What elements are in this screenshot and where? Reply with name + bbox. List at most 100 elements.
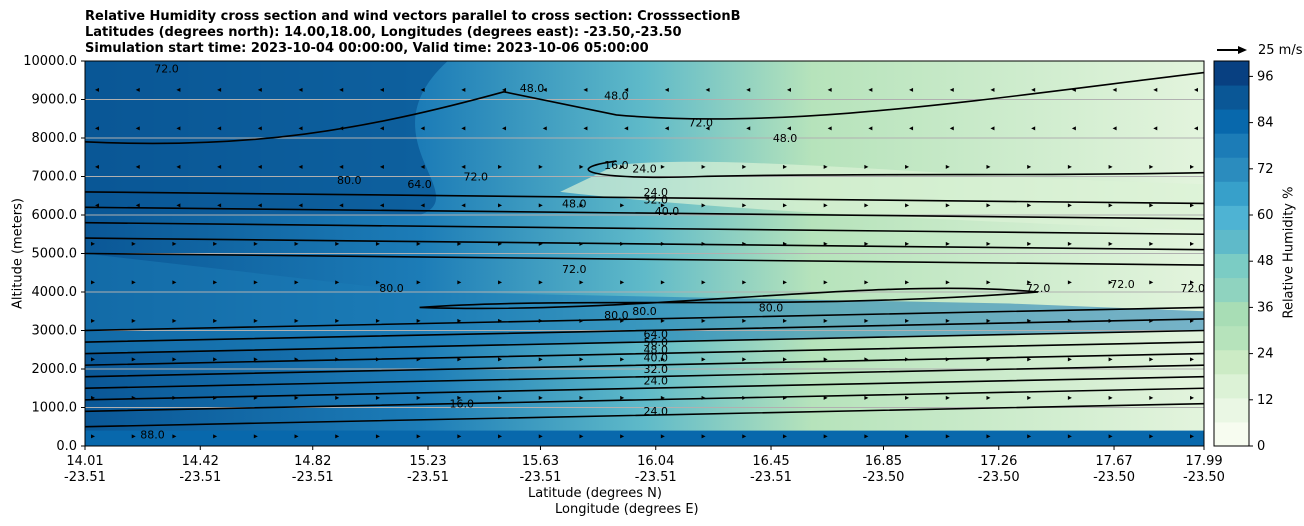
wind-vector bbox=[172, 241, 177, 246]
y-tick-label: 6000.0 bbox=[32, 208, 78, 223]
contour-label: 72.0 bbox=[464, 170, 489, 183]
wind-vector bbox=[905, 357, 910, 362]
wind-vector bbox=[131, 318, 136, 323]
wind-vector bbox=[457, 357, 462, 362]
wind-vector bbox=[294, 241, 299, 246]
wind-vector bbox=[782, 357, 787, 362]
wind-vector bbox=[131, 241, 136, 246]
wind-vector bbox=[782, 280, 787, 285]
x-tick-label-lon: -23.51 bbox=[750, 470, 792, 485]
wind-vector bbox=[868, 126, 873, 131]
colorbar-segment bbox=[1214, 421, 1249, 447]
wind-vector bbox=[1108, 357, 1113, 362]
wind-vector bbox=[620, 357, 625, 362]
wind-vector bbox=[782, 241, 787, 246]
wind-vector bbox=[538, 318, 543, 323]
contour-line bbox=[84, 402, 1205, 428]
contour-label: 72.0 bbox=[688, 116, 713, 129]
contour-label: 80.0 bbox=[337, 174, 362, 187]
wind-vector bbox=[986, 318, 991, 323]
wind-vector bbox=[461, 164, 466, 169]
wind-vector bbox=[1031, 87, 1036, 92]
wind-vector bbox=[1149, 164, 1154, 169]
wind-vector bbox=[416, 318, 421, 323]
colorbar-tick-label: 60 bbox=[1257, 208, 1274, 223]
wind-vector bbox=[294, 434, 299, 439]
y-tick-label: 7000.0 bbox=[32, 170, 78, 185]
wind-vector bbox=[986, 434, 991, 439]
wind-vector bbox=[823, 395, 828, 400]
wind-vector bbox=[1108, 164, 1113, 169]
wind-vector bbox=[579, 241, 584, 246]
wind-key-arrowhead bbox=[1238, 46, 1247, 54]
wind-vector bbox=[1190, 164, 1194, 169]
wind-vector bbox=[864, 434, 869, 439]
wind-vector bbox=[701, 434, 706, 439]
wind-vector bbox=[498, 357, 503, 362]
colorbar-segment bbox=[1214, 397, 1249, 423]
wind-vector bbox=[579, 357, 584, 362]
wind-vector bbox=[213, 357, 218, 362]
axes: 0.0 1000.0 2000.0 3000.0 4000.0 5000.0 6000.0 7… bbox=[23, 46, 1247, 485]
contour-label: 40.0 bbox=[655, 205, 680, 218]
wind-vector bbox=[416, 241, 421, 246]
wind-vector bbox=[1027, 203, 1032, 208]
wind-vector bbox=[905, 395, 910, 400]
contour-label: 72.0 bbox=[154, 63, 179, 76]
wind-vector bbox=[620, 318, 625, 323]
colorbar-segment bbox=[1214, 61, 1249, 86]
wind-vector bbox=[1149, 434, 1154, 439]
chart-title-line-3: Simulation start time: 2023-10-04 00:00:… bbox=[85, 41, 649, 56]
wind-vector bbox=[1108, 318, 1113, 323]
wind-vector bbox=[253, 241, 258, 246]
x-tick-label-lon: -23.50 bbox=[863, 470, 905, 485]
wind-vector bbox=[420, 126, 425, 131]
wind-vector bbox=[1194, 126, 1198, 131]
contour-line bbox=[84, 318, 1205, 343]
wind-vector bbox=[701, 280, 706, 285]
x-tick-label-lon: -23.50 bbox=[1183, 470, 1225, 485]
wind-vector bbox=[253, 280, 258, 285]
contour-line bbox=[84, 329, 1205, 355]
wind-vector bbox=[1067, 357, 1072, 362]
wind-vector bbox=[620, 164, 625, 169]
wind-vector bbox=[416, 395, 421, 400]
wind-vector bbox=[339, 203, 344, 208]
wind-vector bbox=[172, 318, 177, 323]
wind-vector bbox=[1067, 241, 1072, 246]
wind-vector bbox=[660, 203, 665, 208]
wind-vector bbox=[1149, 357, 1154, 362]
wind-vector bbox=[909, 126, 914, 131]
wind-vector bbox=[131, 280, 136, 285]
wind-vector bbox=[538, 434, 543, 439]
wind-vector bbox=[335, 395, 340, 400]
colorbar-segment bbox=[1214, 109, 1249, 134]
wind-vector bbox=[135, 203, 140, 208]
wind-vector bbox=[945, 241, 950, 246]
wind-vector bbox=[335, 434, 340, 439]
wind-vector bbox=[1112, 126, 1117, 131]
wind-vector bbox=[742, 280, 747, 285]
contour-label: 24.0 bbox=[643, 186, 668, 199]
wind-vector bbox=[457, 395, 462, 400]
x-tick-label-lat: 17.99 bbox=[1185, 454, 1222, 469]
wind-vector bbox=[905, 280, 910, 285]
wind-vector bbox=[257, 126, 262, 131]
wind-vector bbox=[375, 318, 380, 323]
wind-vector bbox=[864, 318, 869, 323]
wind-vector bbox=[742, 164, 747, 169]
contour-line bbox=[84, 387, 1205, 413]
wind-vector bbox=[294, 395, 299, 400]
contour-label: 80.0 bbox=[379, 282, 404, 295]
x-tick-label-lon: -23.51 bbox=[64, 470, 106, 485]
y-tick-label: 8000.0 bbox=[32, 131, 78, 146]
wind-vector bbox=[949, 126, 954, 131]
wind-vector bbox=[335, 241, 340, 246]
wind-vector bbox=[1149, 280, 1154, 285]
wind-vector bbox=[583, 87, 588, 92]
contour-label: 72.0 bbox=[1026, 282, 1051, 295]
x-tick-label-lat: 16.45 bbox=[752, 454, 789, 469]
contour-line bbox=[84, 71, 1205, 145]
wind-vector bbox=[379, 126, 384, 131]
wind-vector bbox=[213, 241, 218, 246]
